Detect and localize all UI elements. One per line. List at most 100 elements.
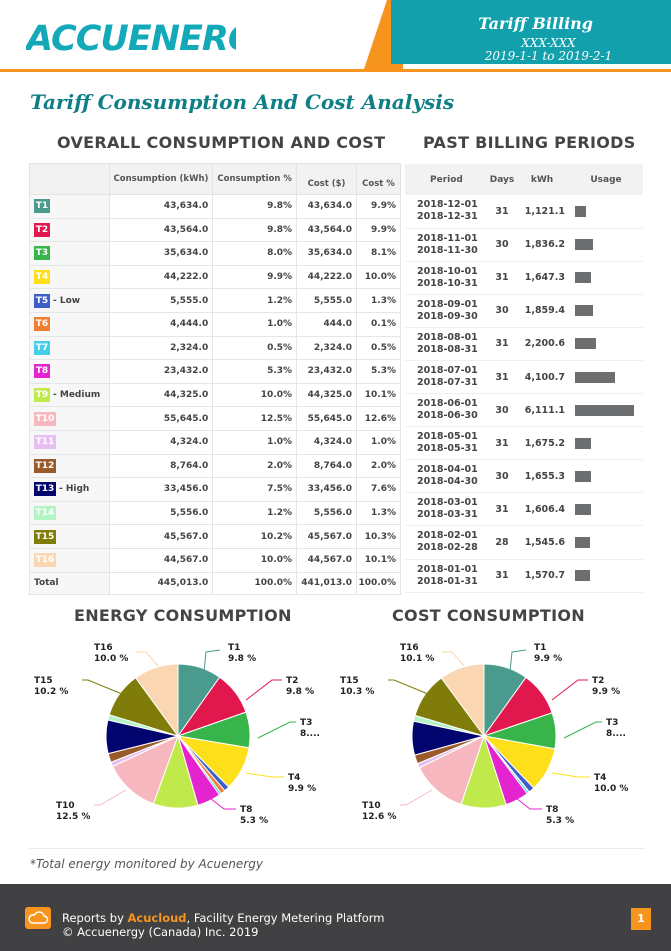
footer-copyright: © Accuenergy (Canada) Inc. 2019: [62, 925, 259, 939]
table-cell: 100.0%: [212, 571, 298, 595]
table-cell: 23,432.0: [108, 359, 214, 384]
pie-label-name: T16: [400, 643, 419, 653]
tariff-badge: T10: [34, 411, 56, 426]
table-row: T9- Medium 44,325.0 10.0% 44,325.0 10.1%: [29, 382, 402, 408]
days-cell: 28: [489, 525, 515, 560]
period-cell: 2018-09-01 2018-09-30: [405, 294, 489, 328]
pie-label-name: T10: [362, 801, 381, 811]
column-header: Days: [489, 164, 515, 195]
usage-cell: [569, 327, 643, 361]
brand-link: Acucloud: [127, 911, 187, 925]
usage-bar: [575, 305, 593, 317]
table-cell: 441,013.0: [296, 571, 357, 595]
table-cell: 0.5%: [355, 335, 402, 361]
usage-bar: [575, 570, 590, 582]
period-end: 2018-06-30: [417, 410, 478, 422]
table-row: 2018-11-01 2018-11-30 30 1,836.2: [405, 228, 643, 262]
pie-label-name: T1: [228, 643, 240, 653]
days-cell: 30: [489, 294, 515, 328]
usage-cell: [569, 459, 643, 494]
period-cell: 2018-05-01 2018-05-31: [405, 426, 489, 461]
table-cell: 4,324.0: [108, 429, 214, 455]
column-header: [29, 163, 110, 195]
pie-label-value: 10.0 %: [594, 784, 628, 794]
period-cell: 2018-01-01 2018-01-31: [405, 559, 489, 593]
header-divider: [0, 69, 671, 72]
days-cell: 31: [489, 559, 515, 593]
energy-chart-title: ENERGY CONSUMPTION: [74, 606, 292, 625]
period-cell: 2018-07-01 2018-07-31: [405, 360, 489, 395]
usage-bar: [575, 536, 590, 548]
leader-line: [515, 797, 542, 810]
days-cell: 30: [489, 459, 515, 494]
table-cell: 10.0%: [212, 382, 298, 408]
table-cell: 1.2%: [212, 500, 298, 526]
table-cell: 8,764.0: [296, 453, 357, 479]
table-cell: 444.0: [296, 311, 357, 337]
kwh-cell: 6,111.1: [515, 393, 569, 428]
tariff-cell: T11: [29, 429, 110, 455]
usage-cell: [569, 261, 643, 295]
period-end: 2018-04-30: [417, 476, 478, 488]
leader-line: [245, 772, 284, 778]
pie-slice-t10: [418, 735, 485, 805]
usage-cell: [569, 228, 643, 262]
table-cell: 9.8%: [212, 194, 298, 219]
tariff-cell: T4: [29, 264, 110, 290]
usage-bar: [575, 437, 591, 449]
period-start: 2018-07-01: [417, 365, 478, 377]
table-row: T4 44,222.0 9.9% 44,222.0 10.0%: [29, 264, 402, 290]
table-cell: 4,324.0: [296, 429, 357, 455]
table-row: T3 35,634.0 8.0% 35,634.0 8.1%: [29, 241, 402, 266]
table-cell: 44,567.0: [296, 547, 357, 573]
table-row: 2018-08-01 2018-08-31 31 2,200.6: [405, 327, 643, 361]
usage-cell: [569, 525, 643, 560]
tariff-badge: T8: [34, 364, 50, 379]
table-cell: 7.5%: [212, 477, 298, 502]
days-cell: 31: [489, 261, 515, 295]
pie-slice-t10: [112, 735, 179, 805]
table-cell: 44,222.0: [296, 264, 357, 290]
period-start: 2018-08-01: [417, 331, 478, 343]
pie-label-name: T4: [594, 773, 606, 783]
period-start: 2018-04-01: [417, 464, 478, 476]
table-row: T11 4,324.0 1.0% 4,324.0 1.0%: [29, 429, 402, 455]
tariff-level-label: - High: [59, 484, 90, 495]
table-cell: 44,567.0: [108, 547, 214, 573]
table-cell: 9.8%: [212, 217, 298, 243]
table-row: 2018-03-01 2018-03-31 31 1,606.4: [405, 492, 643, 527]
pie-label-value: 12.5 %: [56, 812, 90, 822]
table-cell: 2,324.0: [296, 335, 357, 361]
table-cell: 10.3%: [355, 524, 402, 549]
footnote: *Total energy monitored by Acuenergy: [30, 857, 263, 871]
usage-cell: [569, 294, 643, 328]
meter-id: XXX-XXX: [521, 36, 576, 50]
table-row: T12 8,764.0 2.0% 8,764.0 2.0%: [29, 453, 402, 479]
pie-label-name: T3: [606, 718, 618, 728]
table-row: T13- High 33,456.0 7.5% 33,456.0 7.6%: [29, 477, 402, 502]
table-cell: 10.1%: [355, 382, 402, 408]
report-title: Tariff Billing: [478, 14, 593, 33]
pie-label-value: 9.9 %: [534, 654, 562, 664]
usage-cell: [569, 559, 643, 593]
pie-label-value: 9.8 %: [228, 654, 256, 664]
tariff-badge: T12: [34, 458, 56, 473]
column-header: Cost ($): [296, 163, 357, 195]
period-end: 2018-10-31: [417, 277, 478, 289]
table-cell: 1.3%: [355, 288, 402, 313]
period-cell: 2018-08-01 2018-08-31: [405, 327, 489, 361]
usage-cell: [569, 393, 643, 428]
total-row: Total 445,013.0 100.0% 441,013.0 100.0%: [29, 571, 402, 595]
tariff-level-label: - Medium: [53, 390, 101, 401]
pie-label-value: 9.9 %: [288, 784, 316, 794]
usage-cell: [569, 426, 643, 461]
table-cell: 55,645.0: [296, 406, 357, 431]
days-cell: 31: [489, 360, 515, 395]
table-cell: 10.0%: [355, 264, 402, 290]
tariff-badge: T13: [34, 482, 56, 497]
period-start: 2018-11-01: [417, 232, 478, 244]
cloud-icon: [25, 907, 51, 929]
energy-consumption-pie: T19.8 %T29.8 %T38....T49.9 %T85.3 %T1012…: [34, 643, 320, 826]
table-cell: 1.0%: [212, 311, 298, 337]
table-cell: 43,634.0: [296, 194, 357, 219]
